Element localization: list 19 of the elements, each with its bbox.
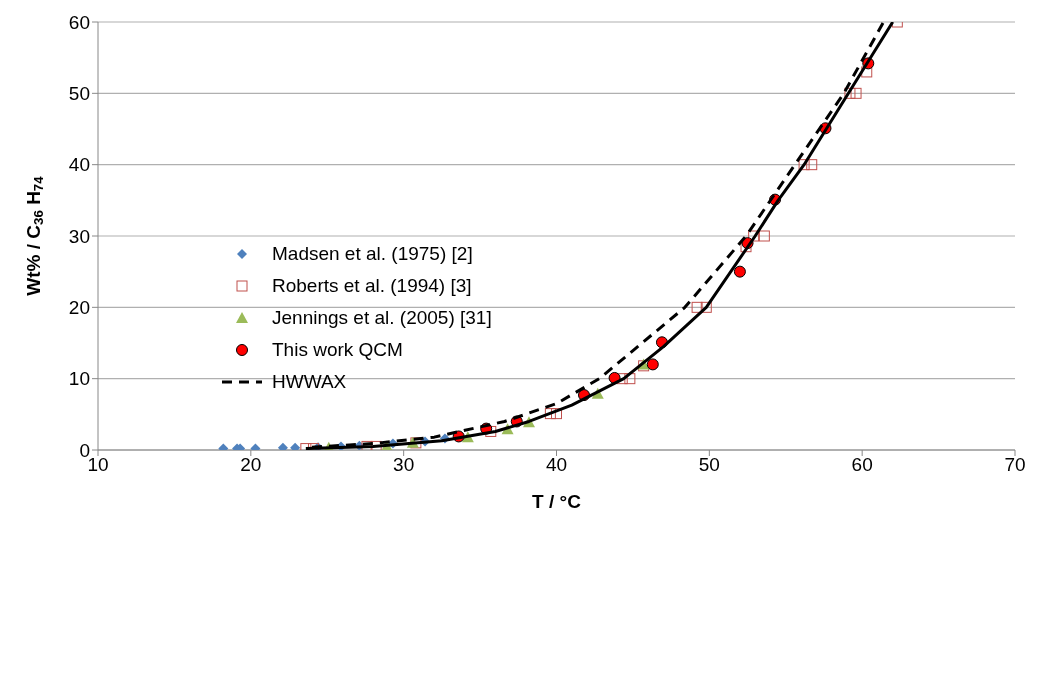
y-tick-label: 40 bbox=[68, 154, 90, 176]
x-tick-label: 40 bbox=[545, 454, 568, 476]
x-tick-label: 50 bbox=[698, 454, 720, 476]
legend-label: Roberts et al. (1994) [3] bbox=[272, 275, 472, 297]
x-tick-label: 30 bbox=[393, 454, 415, 476]
legend-label: This work QCM bbox=[272, 339, 403, 361]
y-tick-label: 30 bbox=[68, 225, 90, 247]
x-tick-label: 60 bbox=[851, 454, 873, 476]
legend-label: Jennings et al. (2005) [31] bbox=[272, 307, 492, 329]
y-tick-label: 20 bbox=[68, 297, 90, 319]
y-tick-label: 60 bbox=[68, 11, 90, 33]
y-tick-label: 50 bbox=[68, 83, 90, 105]
y-tick-label: 0 bbox=[79, 439, 90, 461]
legend-label: HWWAX bbox=[272, 371, 347, 393]
x-axis-title: T / °C bbox=[532, 491, 582, 512]
x-tick-label: 70 bbox=[1004, 454, 1026, 476]
x-tick-label: 20 bbox=[240, 454, 262, 476]
y-tick-label: 10 bbox=[68, 368, 90, 390]
legend-label: Madsen et al. (1975) [2] bbox=[272, 243, 473, 265]
